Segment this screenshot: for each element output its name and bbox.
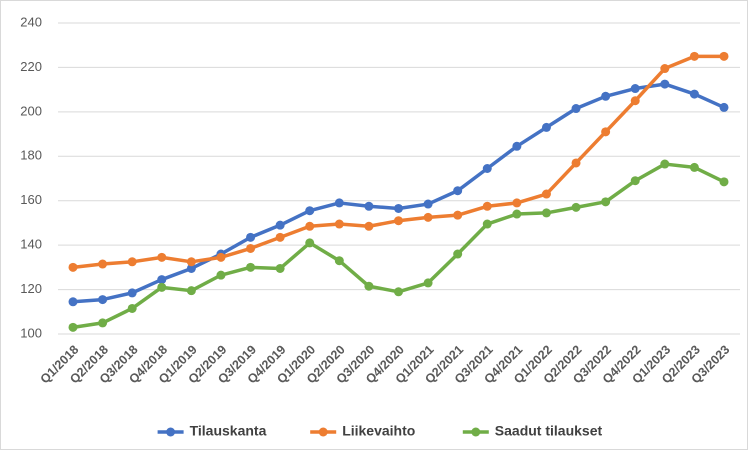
data-point xyxy=(423,278,433,288)
data-point xyxy=(541,122,551,132)
data-point xyxy=(423,199,433,209)
data-point xyxy=(571,202,581,212)
data-point xyxy=(98,259,108,269)
data-point xyxy=(453,186,463,196)
data-point xyxy=(482,219,492,229)
data-point xyxy=(334,198,344,208)
data-point xyxy=(541,189,551,199)
data-point xyxy=(364,221,374,231)
y-tick-label: 140 xyxy=(20,237,42,252)
y-tick-label: 220 xyxy=(20,59,42,74)
data-point xyxy=(216,270,226,280)
data-point xyxy=(275,220,285,230)
data-point xyxy=(68,297,78,307)
data-point xyxy=(246,262,256,272)
data-point xyxy=(334,219,344,229)
data-point xyxy=(127,257,137,267)
data-point xyxy=(127,303,137,313)
data-point xyxy=(719,177,729,187)
data-point xyxy=(660,159,670,169)
data-point xyxy=(719,51,729,61)
data-point xyxy=(364,201,374,211)
data-point xyxy=(68,262,78,272)
y-tick-label: 120 xyxy=(20,281,42,296)
data-point xyxy=(689,162,699,172)
data-point xyxy=(275,232,285,242)
legend-label: Saadut tilaukset xyxy=(495,423,603,439)
data-point xyxy=(246,243,256,253)
data-point xyxy=(630,176,640,186)
data-point xyxy=(275,263,285,273)
data-point xyxy=(186,286,196,296)
data-point xyxy=(394,287,403,297)
data-point xyxy=(157,275,167,285)
data-point xyxy=(453,210,463,220)
data-point xyxy=(630,96,640,106)
data-point xyxy=(571,104,581,114)
data-point xyxy=(423,212,433,222)
data-point xyxy=(127,288,137,298)
data-point xyxy=(512,209,522,219)
data-point xyxy=(305,221,315,231)
data-point xyxy=(512,141,522,151)
data-point xyxy=(601,91,611,101)
data-point xyxy=(660,64,670,74)
data-point xyxy=(157,282,167,292)
data-point xyxy=(689,89,699,99)
data-point xyxy=(364,281,374,291)
y-tick-label: 180 xyxy=(20,148,42,163)
data-point xyxy=(216,252,226,262)
data-point xyxy=(601,197,611,207)
data-point xyxy=(186,257,196,267)
data-point xyxy=(571,158,581,168)
data-point xyxy=(98,295,108,305)
data-point xyxy=(334,256,344,266)
data-point xyxy=(660,79,670,89)
legend-label: Liikevaihto xyxy=(342,423,415,439)
data-point xyxy=(482,164,492,174)
data-point xyxy=(68,322,78,332)
data-point xyxy=(394,216,403,226)
y-tick-label: 100 xyxy=(20,325,42,340)
data-point xyxy=(305,238,315,248)
data-point xyxy=(305,206,315,216)
data-point xyxy=(689,51,699,61)
data-point xyxy=(541,208,551,218)
y-tick-label: 160 xyxy=(20,192,42,207)
data-point xyxy=(157,252,167,262)
legend-marker xyxy=(471,427,481,437)
y-tick-label: 200 xyxy=(20,103,42,118)
data-point xyxy=(246,232,256,242)
data-point xyxy=(719,102,729,112)
data-point xyxy=(482,201,492,211)
data-point xyxy=(453,249,463,259)
legend-label: Tilauskanta xyxy=(190,423,267,439)
data-point xyxy=(512,198,522,208)
y-tick-label: 240 xyxy=(20,14,42,29)
data-point xyxy=(601,127,611,137)
data-point xyxy=(186,263,196,273)
legend-marker xyxy=(318,427,328,437)
data-point xyxy=(630,84,640,94)
legend-marker xyxy=(166,427,176,437)
data-point xyxy=(98,318,108,328)
data-point xyxy=(394,203,403,213)
